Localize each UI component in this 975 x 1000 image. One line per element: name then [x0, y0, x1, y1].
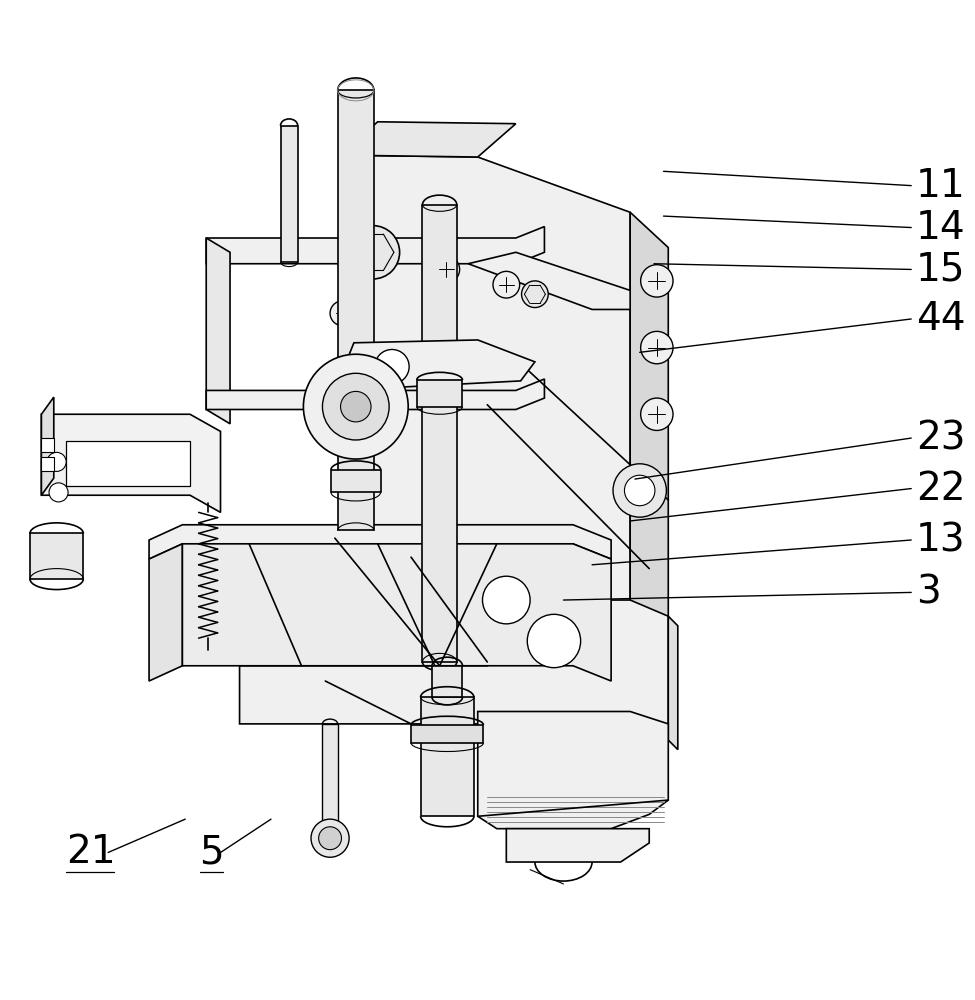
Polygon shape	[422, 205, 456, 662]
Circle shape	[331, 301, 355, 326]
Circle shape	[47, 452, 66, 471]
Text: 22: 22	[916, 470, 965, 508]
Circle shape	[641, 398, 673, 430]
Circle shape	[49, 483, 68, 502]
Circle shape	[374, 349, 410, 384]
Circle shape	[483, 576, 530, 624]
Polygon shape	[416, 380, 462, 407]
Circle shape	[346, 226, 400, 279]
Circle shape	[323, 373, 389, 440]
Polygon shape	[337, 90, 373, 530]
Circle shape	[340, 391, 371, 422]
Text: 3: 3	[916, 573, 941, 611]
Circle shape	[522, 281, 548, 308]
Polygon shape	[323, 724, 337, 829]
Circle shape	[319, 827, 341, 850]
Polygon shape	[339, 548, 402, 652]
Text: 11: 11	[916, 167, 965, 205]
Circle shape	[527, 614, 581, 668]
Polygon shape	[420, 697, 474, 816]
Polygon shape	[41, 457, 54, 471]
Circle shape	[613, 464, 666, 517]
Text: 14: 14	[916, 209, 965, 247]
Polygon shape	[41, 414, 220, 512]
Polygon shape	[339, 155, 630, 681]
Polygon shape	[30, 533, 83, 579]
Circle shape	[493, 271, 520, 298]
Text: 44: 44	[916, 300, 965, 338]
Polygon shape	[281, 126, 297, 262]
Polygon shape	[182, 544, 611, 681]
Polygon shape	[207, 227, 544, 264]
Circle shape	[433, 256, 459, 283]
Text: 13: 13	[916, 521, 965, 559]
Polygon shape	[207, 238, 230, 424]
Polygon shape	[668, 616, 678, 750]
Polygon shape	[149, 544, 182, 681]
Polygon shape	[344, 340, 535, 388]
Polygon shape	[332, 470, 380, 492]
Polygon shape	[468, 252, 630, 309]
Polygon shape	[630, 212, 668, 714]
Polygon shape	[41, 438, 54, 452]
Polygon shape	[506, 829, 649, 862]
Circle shape	[624, 475, 655, 506]
Circle shape	[303, 354, 409, 459]
Circle shape	[641, 265, 673, 297]
Polygon shape	[478, 711, 668, 829]
Text: 15: 15	[916, 250, 965, 288]
Polygon shape	[207, 379, 544, 409]
Polygon shape	[432, 666, 462, 697]
Circle shape	[641, 331, 673, 364]
Polygon shape	[411, 725, 484, 743]
Polygon shape	[240, 600, 668, 740]
Polygon shape	[339, 122, 516, 157]
Circle shape	[311, 819, 349, 857]
Text: 23: 23	[916, 419, 965, 457]
Polygon shape	[41, 397, 54, 495]
Polygon shape	[66, 441, 190, 486]
Polygon shape	[149, 525, 611, 559]
Text: 5: 5	[200, 833, 224, 871]
Text: 21: 21	[66, 833, 116, 871]
